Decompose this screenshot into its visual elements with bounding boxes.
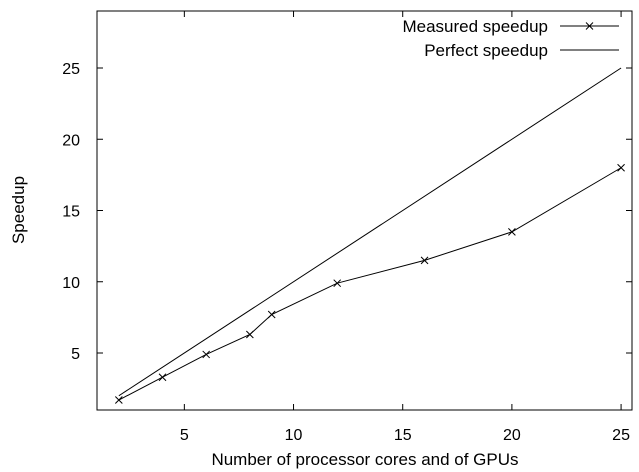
y-axis-label: Speedup [9,176,28,244]
data-point [246,330,254,339]
data-point [420,256,429,265]
data-point [158,373,167,382]
plot-frame [96,10,633,411]
series-line-0 [118,167,622,401]
legend: Measured speedup Perfect speedup [402,17,619,60]
data-point [508,228,516,236]
data-point [202,350,211,359]
y-axis-ticks: 5 10 15 20 25 [62,61,632,363]
x-tick-label: 25 [612,427,630,444]
data-point [333,279,342,288]
x-axis-label: Number of processor cores and of GPUs [211,450,518,469]
legend-label: Perfect speedup [424,41,548,60]
series-layer [114,67,625,404]
y-tick-label: 10 [62,275,80,292]
y-tick-label: 15 [62,204,80,221]
y-tick-label: 5 [71,346,80,363]
x-tick-label: 15 [394,427,412,444]
data-point [267,310,276,319]
x-tick-label: 5 [180,427,189,444]
y-tick-label: 25 [62,61,80,78]
x-tick-label: 20 [503,427,521,444]
legend-marker [585,22,594,30]
x-tick-label: 10 [285,427,303,444]
y-tick-label: 20 [62,132,80,149]
data-point [617,163,625,172]
data-point [114,396,123,404]
x-axis-ticks: 5 10 15 20 25 [180,11,630,444]
series-line-1 [118,67,622,397]
legend-label: Measured speedup [402,17,548,36]
